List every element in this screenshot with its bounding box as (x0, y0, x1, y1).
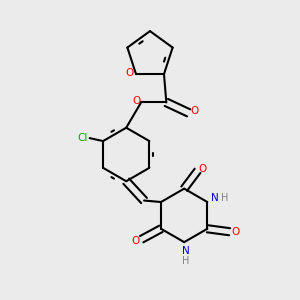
Text: N: N (211, 194, 219, 203)
Text: O: O (232, 227, 240, 237)
Text: O: O (198, 164, 206, 174)
Text: O: O (190, 106, 199, 116)
Text: N: N (182, 246, 190, 256)
Text: Cl: Cl (77, 133, 87, 143)
Text: O: O (132, 236, 140, 246)
Text: H: H (221, 194, 228, 203)
Text: H: H (182, 256, 189, 266)
Text: O: O (125, 68, 134, 78)
Text: O: O (133, 96, 141, 106)
